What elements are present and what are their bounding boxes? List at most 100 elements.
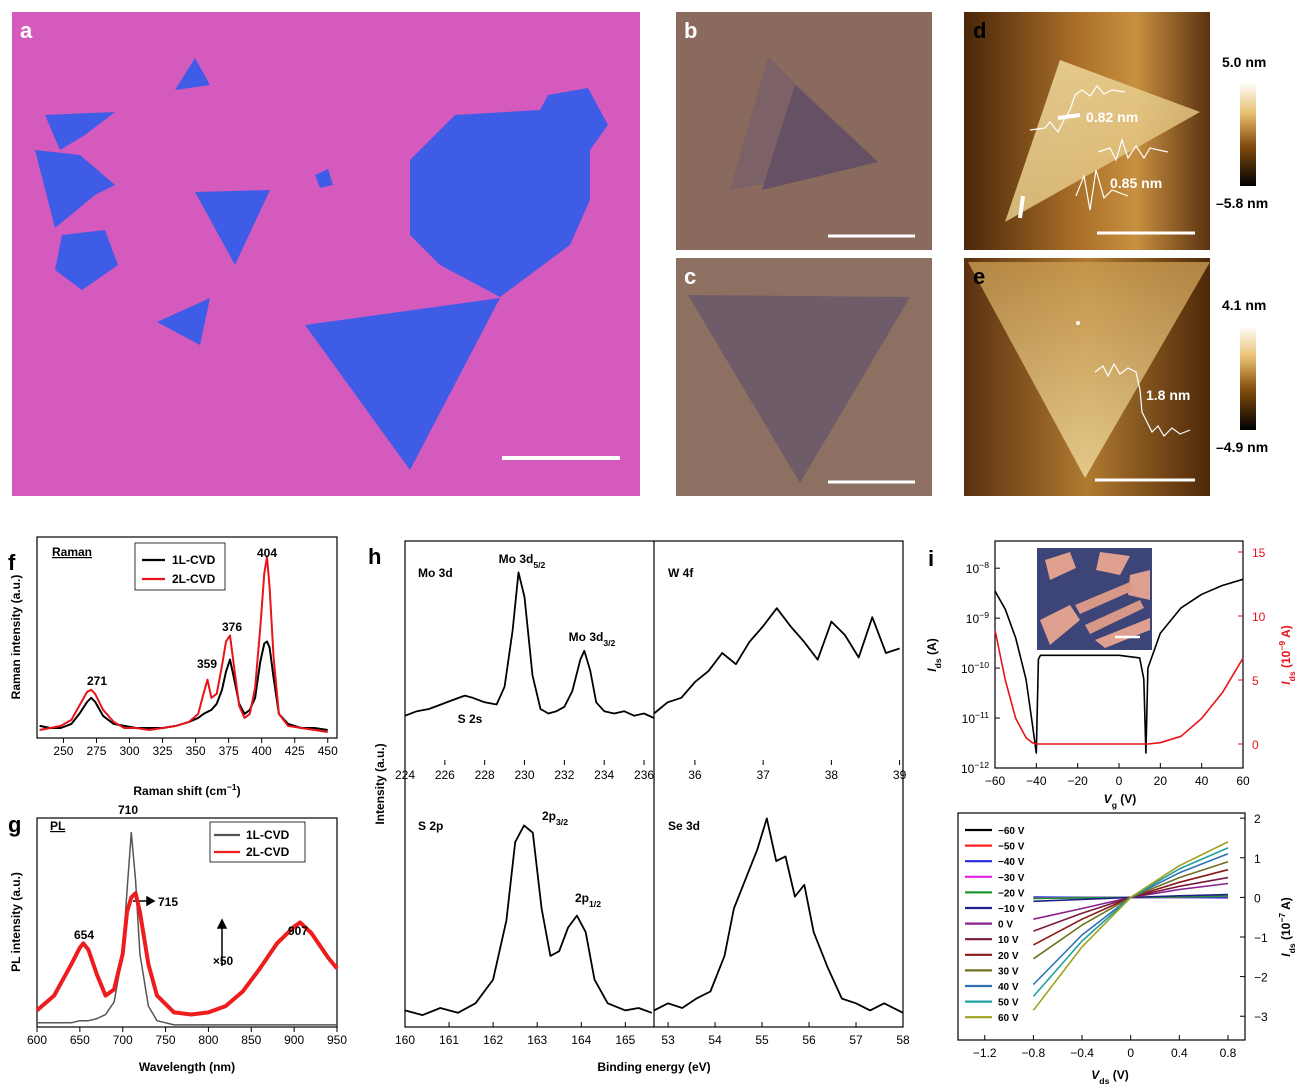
x-tick-label: 55 xyxy=(755,1033,769,1047)
annotation: 2p3/2 xyxy=(542,809,568,827)
y-tick-label: −3 xyxy=(1254,1010,1268,1024)
x-tick-label: −0.8 xyxy=(1022,1046,1046,1060)
afm-image-e: e 1.8 nm xyxy=(964,258,1210,496)
x-tick-label: 325 xyxy=(153,744,173,758)
legend-label: −50 V xyxy=(998,842,1025,853)
y-tick-label: 15 xyxy=(1252,546,1266,560)
x-tick-label: 161 xyxy=(439,1033,459,1047)
y-tick-label: 10−9 xyxy=(966,610,989,626)
height-annotation: 0.85 nm xyxy=(1110,175,1162,191)
x-tick-label: 234 xyxy=(594,768,614,782)
x-tick-label: −40 xyxy=(1026,774,1047,788)
legend-label: −20 V xyxy=(998,888,1025,899)
height-annotation: 0.82 nm xyxy=(1086,109,1138,125)
axis-label: Vg (V) xyxy=(1104,792,1137,810)
data-line xyxy=(37,893,337,1014)
x-tick-label: 0.4 xyxy=(1171,1046,1188,1060)
x-tick-label: 375 xyxy=(219,744,239,758)
legend-label: 0 V xyxy=(998,920,1013,931)
x-tick-label: −1.2 xyxy=(973,1046,997,1060)
annotation: 359 xyxy=(197,657,217,671)
x-tick-label: 425 xyxy=(285,744,305,758)
axis-label: Ids (A) xyxy=(925,638,943,671)
axis-label: Ids (10−7 A) xyxy=(1277,897,1297,957)
axis-label-part: (A) xyxy=(925,638,939,658)
colorbar-label: –5.8 nm xyxy=(1216,195,1268,211)
panel-label: i xyxy=(928,546,934,571)
colorbar-label: 5.0 nm xyxy=(1222,54,1266,70)
panel-label: a xyxy=(20,18,33,43)
x-tick-label: 300 xyxy=(119,744,139,758)
x-tick-label: 450 xyxy=(318,744,338,758)
axis-label-part: −9 xyxy=(1277,641,1287,651)
axis-label-part: ds xyxy=(1287,671,1297,681)
axis-label-part: ) xyxy=(237,784,241,798)
legend-label: 50 V xyxy=(998,998,1019,1009)
x-tick-label: 164 xyxy=(571,1033,591,1047)
annotation: Se 3d xyxy=(668,819,700,833)
legend-label: −40 V xyxy=(998,857,1025,868)
annotation: 2p1/2 xyxy=(575,891,601,909)
x-tick-label: 56 xyxy=(802,1033,816,1047)
x-tick-label: −20 xyxy=(1067,774,1088,788)
data-line xyxy=(654,818,903,1012)
x-tick-label: 163 xyxy=(527,1033,547,1047)
panel-label: h xyxy=(368,544,381,569)
data-line xyxy=(1033,884,1228,920)
axis-label-part: (10 xyxy=(1279,650,1293,671)
annotation: W 4f xyxy=(668,566,694,580)
axis-label-part: ds xyxy=(1287,943,1297,953)
x-tick-label: 38 xyxy=(825,768,839,782)
legend-label: 60 V xyxy=(998,1013,1019,1024)
annotation: 376 xyxy=(222,620,242,634)
axis-label: Vds (V) xyxy=(1091,1068,1128,1084)
x-tick-label: 54 xyxy=(708,1033,722,1047)
legend-label: −10 V xyxy=(998,904,1025,915)
legend-label: 10 V xyxy=(998,935,1019,946)
x-tick-label: 228 xyxy=(475,768,495,782)
x-tick-label: 850 xyxy=(241,1033,261,1047)
axis-label: PL intensity (a.u.) xyxy=(9,872,23,972)
panel-label: c xyxy=(684,264,696,289)
annotation: 710 xyxy=(118,803,138,817)
data-line xyxy=(1033,854,1228,985)
legend-label: 30 V xyxy=(998,966,1019,977)
data-line xyxy=(1033,862,1228,959)
x-tick-label: −0.4 xyxy=(1070,1046,1094,1060)
annotation: PL xyxy=(50,819,65,833)
x-tick-label: −60 xyxy=(985,774,1006,788)
annotation-part: 3/2 xyxy=(556,817,568,827)
x-tick-label: 37 xyxy=(756,768,770,782)
annotation-part: 5/2 xyxy=(533,560,545,570)
legend-label: 40 V xyxy=(998,982,1019,993)
annotation: S 2p xyxy=(418,819,443,833)
data-line xyxy=(654,608,900,713)
axis-label: Wavelength (nm) xyxy=(139,1060,235,1074)
data-line xyxy=(405,572,654,718)
x-tick-label: 800 xyxy=(198,1033,218,1047)
axis-label-part: A) xyxy=(1279,897,1293,913)
x-tick-label: 0.8 xyxy=(1220,1046,1237,1060)
tick-exponent: −12 xyxy=(974,760,989,770)
x-tick-label: 60 xyxy=(1236,774,1250,788)
x-tick-label: 236 xyxy=(634,768,654,782)
y-tick-label: 10−8 xyxy=(966,560,989,576)
annotation: Mo 3d xyxy=(418,566,453,580)
legend-label: 20 V xyxy=(998,951,1019,962)
axis-label: Ids (10−9 A) xyxy=(1277,625,1297,685)
axis-label-part: A) xyxy=(1279,625,1293,641)
x-tick-label: 700 xyxy=(113,1033,133,1047)
height-annotation: 1.8 nm xyxy=(1146,387,1190,403)
annotation: S 2s xyxy=(458,712,483,726)
x-tick-label: 53 xyxy=(661,1033,675,1047)
x-tick-label: 250 xyxy=(53,744,73,758)
panel-label: e xyxy=(973,264,985,289)
annotation-part: 2p xyxy=(542,809,556,823)
axis-label-part: ds xyxy=(933,658,943,668)
x-tick-label: 58 xyxy=(896,1033,910,1047)
axis-label-part: ds xyxy=(1099,1076,1109,1084)
axis-label-part: −1 xyxy=(227,782,237,792)
panel-label: f xyxy=(8,550,16,575)
y-tick-label: 0 xyxy=(1252,738,1259,752)
x-tick-label: 950 xyxy=(327,1033,347,1047)
